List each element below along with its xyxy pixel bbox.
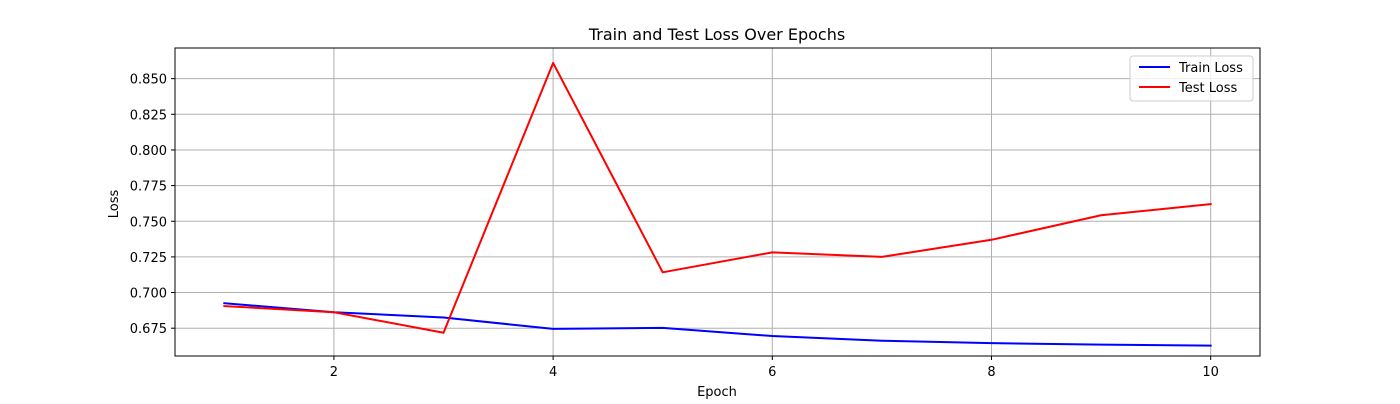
y-tick-label: 0.750 <box>130 215 167 230</box>
x-tick-label: 8 <box>987 365 995 380</box>
series-line-train-loss <box>223 302 1212 347</box>
x-axis-label: Epoch <box>697 385 737 400</box>
y-tick-label: 0.775 <box>130 180 167 195</box>
x-tick-label: 10 <box>1202 365 1219 380</box>
y-tick-label: 0.700 <box>130 287 167 302</box>
y-tick-label: 0.800 <box>130 144 167 159</box>
chart-title: Train and Test Loss Over Epochs <box>588 25 845 44</box>
y-tick-label: 0.850 <box>130 73 167 88</box>
ticks: 2 4 6 8 10 0.675 0.700 0.725 0.750 0.775 0.800 0.82… <box>130 73 1219 380</box>
x-tick-label: 2 <box>330 365 338 380</box>
legend-label-test-loss: Test Loss <box>1178 81 1237 96</box>
x-tick-label: 4 <box>549 365 557 380</box>
legend: Train Loss Test Loss <box>1129 55 1254 102</box>
series-line-test-loss <box>223 61 1212 334</box>
y-tick-label: 0.825 <box>130 108 167 123</box>
grid <box>175 48 1260 356</box>
axes-frame <box>174 47 1261 357</box>
series-lines <box>223 61 1212 347</box>
y-axis-label: Loss <box>107 190 122 219</box>
y-tick-label: 0.725 <box>130 251 167 266</box>
x-tick-label: 6 <box>768 365 776 380</box>
legend-label-train-loss: Train Loss <box>1178 61 1243 76</box>
y-tick-label: 0.675 <box>130 322 167 337</box>
